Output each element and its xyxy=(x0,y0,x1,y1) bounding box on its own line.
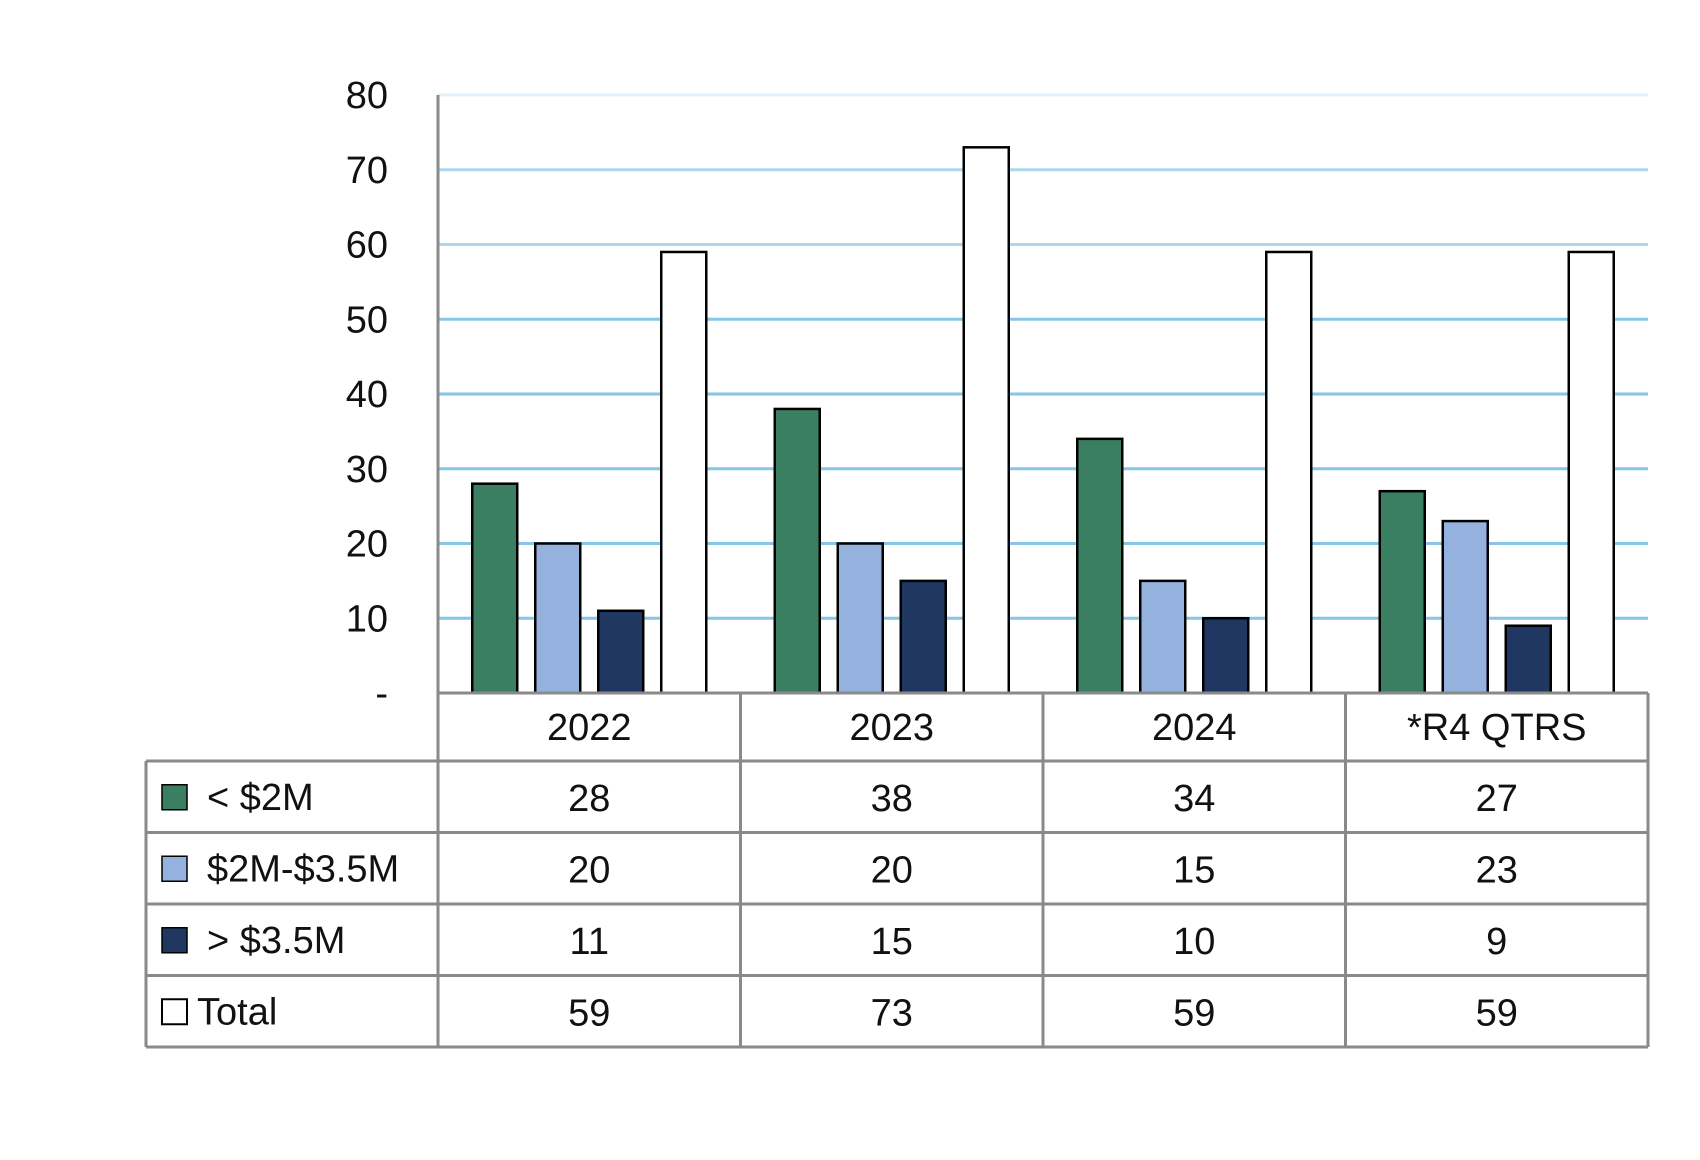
legend-marker xyxy=(161,927,188,954)
y-tick-label: 70 xyxy=(346,150,388,192)
bar xyxy=(660,250,708,695)
legend-label: Total xyxy=(197,991,277,1033)
legend-label: > $3.5M xyxy=(207,920,345,962)
y-tick-label: - xyxy=(375,673,388,715)
legend-marker xyxy=(161,998,188,1026)
category-label: 2023 xyxy=(849,707,934,749)
bar xyxy=(1139,579,1187,695)
legend-marker xyxy=(161,784,188,811)
category-label: *R4 QTRS xyxy=(1407,707,1586,749)
bar xyxy=(1504,624,1552,695)
data-table-value: 23 xyxy=(1476,849,1518,891)
data-table-value: 59 xyxy=(1173,992,1215,1034)
bar xyxy=(773,407,821,695)
y-tick-label: 20 xyxy=(346,524,388,566)
legend-marker xyxy=(161,855,188,882)
legend-label: $2M-$3.5M xyxy=(207,848,399,890)
data-table-value: 10 xyxy=(1173,921,1215,963)
bar xyxy=(836,542,884,695)
data-table-value: 59 xyxy=(568,992,610,1034)
bar xyxy=(597,609,645,695)
legend-label: < $2M xyxy=(207,777,314,819)
bar xyxy=(1202,617,1250,695)
data-table-value: 34 xyxy=(1173,778,1215,820)
y-tick-label: 60 xyxy=(346,225,388,267)
bar xyxy=(1265,250,1313,695)
data-table-value: 15 xyxy=(1173,849,1215,891)
y-tick-label: 80 xyxy=(346,75,388,117)
bar xyxy=(1441,519,1489,695)
bar xyxy=(899,579,947,695)
category-label: 2022 xyxy=(547,707,632,749)
y-tick-label: 40 xyxy=(346,374,388,416)
data-table-value: 11 xyxy=(570,921,609,963)
bar xyxy=(471,482,519,695)
y-tick-label: 10 xyxy=(346,598,388,640)
data-table-value: 9 xyxy=(1486,921,1507,963)
data-table-value: 38 xyxy=(871,778,913,820)
data-table-value: 59 xyxy=(1476,992,1518,1034)
bar xyxy=(962,146,1010,695)
data-table-value: 20 xyxy=(568,849,610,891)
category-label: 2024 xyxy=(1152,707,1237,749)
bar xyxy=(1567,250,1615,695)
data-table-value: 27 xyxy=(1476,778,1518,820)
data-table-value: 20 xyxy=(871,849,913,891)
y-tick-label: 50 xyxy=(346,299,388,341)
y-tick-label: 30 xyxy=(346,449,388,491)
data-table-value: 73 xyxy=(871,992,913,1034)
bar xyxy=(1076,437,1124,695)
bar xyxy=(534,542,582,695)
data-table-value: 15 xyxy=(871,921,913,963)
data-table-value: 28 xyxy=(568,778,610,820)
bar xyxy=(1378,489,1426,695)
